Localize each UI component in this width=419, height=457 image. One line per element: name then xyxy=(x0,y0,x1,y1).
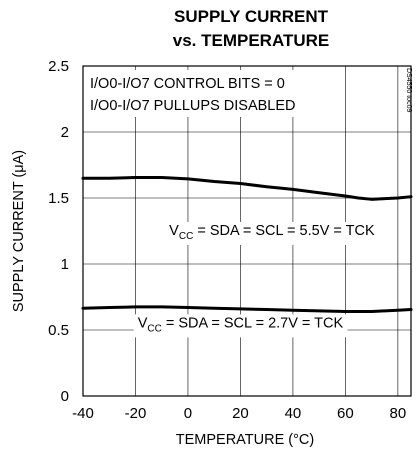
series-line-2 xyxy=(81,305,413,314)
series-label-text: VCC = SDA = SCL = 5.5V = TCK xyxy=(169,223,375,242)
x-tick-label: -40 xyxy=(72,405,94,422)
series-line-1 xyxy=(81,176,413,201)
x-tick-label: 60 xyxy=(337,405,354,422)
series-label-main: V xyxy=(138,315,148,331)
series-label-rest: = SDA = SCL = 2.7V = TCK xyxy=(162,315,344,331)
annotation-background xyxy=(83,70,307,117)
series-label-2: VCC = SDA = SCL = 2.7V = TCK xyxy=(133,314,348,338)
annotation-line-2: I/O0-I/O7 PULLUPS DISABLED xyxy=(90,98,296,114)
x-tick-label: 80 xyxy=(390,405,407,422)
series-lines xyxy=(81,176,413,314)
y-tick-label: 2 xyxy=(61,124,69,141)
series-label-subscript: CC xyxy=(147,323,161,334)
annotation-line-1: I/O0-I/O7 CONTROL BITS = 0 xyxy=(90,76,285,92)
y-axis-label: SUPPLY CURRENT (μA) xyxy=(11,150,27,312)
x-tick-label: -20 xyxy=(125,405,147,422)
x-axis-label: TEMPERATURE (°C) xyxy=(176,432,314,448)
chart-subtitle: vs. TEMPERATURE xyxy=(173,31,330,50)
series-label-background xyxy=(165,221,379,245)
y-tick-label: 1.5 xyxy=(48,190,69,207)
corner-code: DS4550 toc09 xyxy=(405,68,412,112)
series-label-subscript: CC xyxy=(179,231,193,242)
tick-labels: -40 -20 0 20 40 60 80 0 0.5 1 1.5 2 2.5 xyxy=(48,58,406,422)
y-tick-label: 0.5 xyxy=(48,322,69,339)
y-tick-label: 1 xyxy=(61,256,69,273)
series-label-rest: = SDA = SCL = 5.5V = TCK xyxy=(193,223,375,239)
y-tick-label: 0 xyxy=(61,388,69,405)
y-tick-label: 2.5 xyxy=(48,58,69,75)
x-tick-label: 0 xyxy=(184,405,192,422)
series-label-1: VCC = SDA = SCL = 5.5V = TCK xyxy=(165,221,379,245)
series-label-main: V xyxy=(169,223,179,239)
plot-frame xyxy=(82,65,412,397)
x-tick-label: 40 xyxy=(285,405,302,422)
x-tick-label: 20 xyxy=(232,405,249,422)
chart-title: SUPPLY CURRENT xyxy=(174,7,329,26)
annotation-block: I/O0-I/O7 CONTROL BITS = 0 I/O0-I/O7 PUL… xyxy=(83,70,307,117)
series-label-background xyxy=(133,314,348,338)
series-label-text: VCC = SDA = SCL = 2.7V = TCK xyxy=(138,315,344,334)
